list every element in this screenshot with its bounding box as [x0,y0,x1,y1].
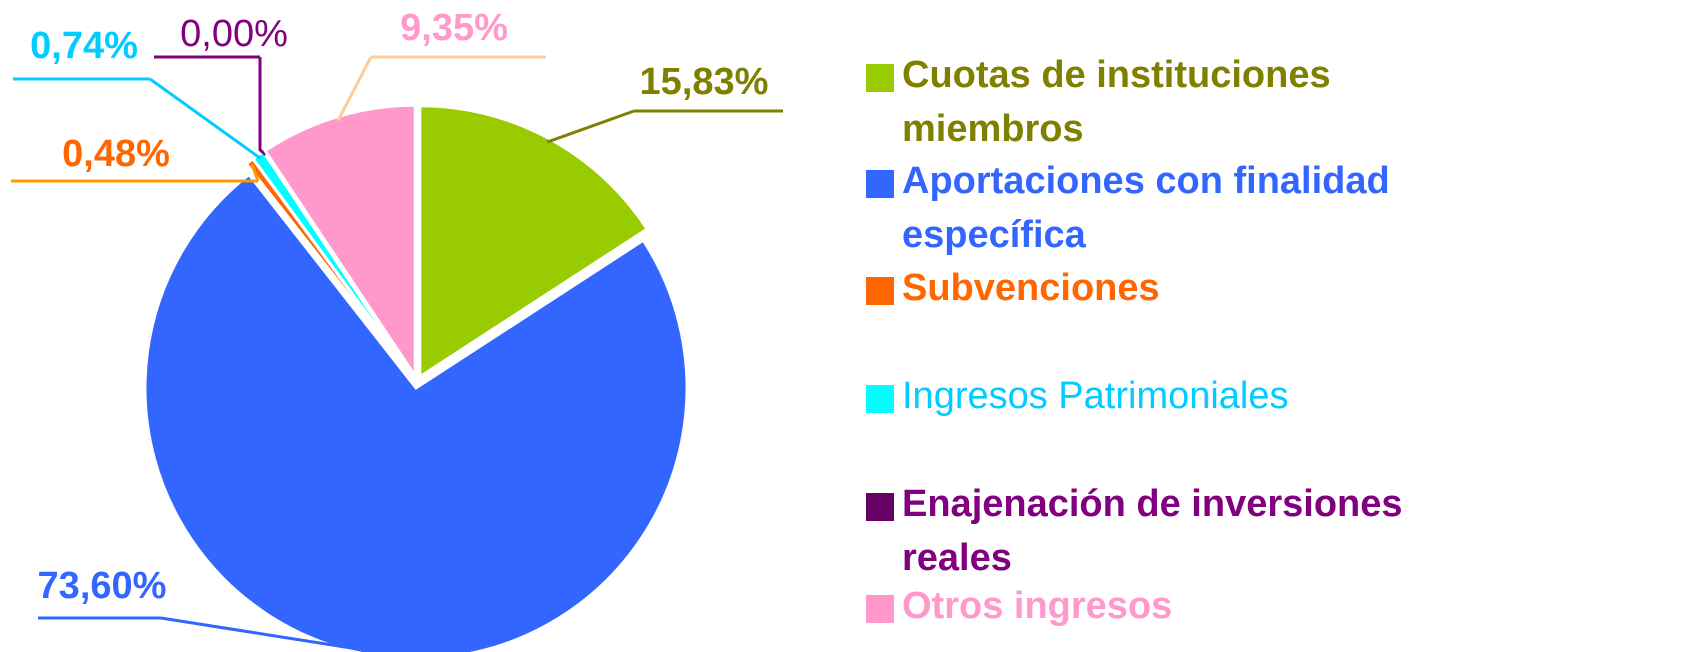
leader-line [11,163,260,183]
legend-label: Subvenciones [902,267,1160,309]
legend-label: Ingresos Patrimoniales [902,375,1289,417]
leader-line [13,77,262,160]
legend-label: Aportaciones con finalidad específica [902,160,1390,256]
leader-line [546,109,783,144]
legend-item: Otros ingresos [866,579,1506,633]
data-label: 0,00% [180,13,288,55]
leader-line [38,616,373,652]
legend-swatch [866,385,894,413]
leader-line [154,55,267,156]
pie-slice [418,104,650,380]
data-label: 15,83% [640,61,769,103]
legend-item: Enajenación de inversiones reales [866,477,1506,585]
pie-slice [143,172,689,652]
legend-swatch [866,64,894,92]
legend-item: Cuotas de instituciones miembros [866,48,1506,156]
data-label: 73,60% [38,565,167,607]
legend-swatch [866,277,894,305]
legend-swatch [866,170,894,198]
pie-slice [262,103,417,382]
legend-label: Cuotas de instituciones miembros [902,54,1331,150]
data-label: 0,48% [62,133,170,175]
data-label: 9,35% [400,7,508,49]
leader-line [336,55,546,122]
legend-item: Ingresos Patrimoniales [866,369,1506,423]
legend-item: Aportaciones con finalidad específica [866,154,1506,262]
legend-label: Otros ingresos [902,585,1173,627]
legend-label: Enajenación de inversiones reales [902,483,1403,579]
legend-swatch [866,493,894,521]
legend-item: Subvenciones [866,261,1506,315]
legend-swatch [866,595,894,623]
data-label: 0,74% [30,25,138,67]
